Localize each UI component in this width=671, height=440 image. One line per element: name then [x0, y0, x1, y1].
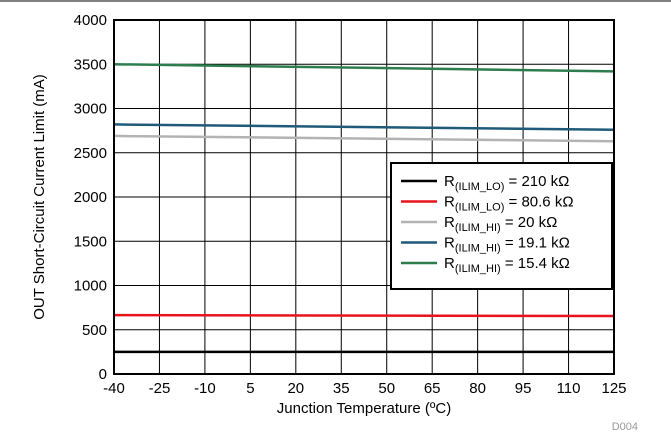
- legend: R(ILIM_LO) = 210 kΩR(ILIM_LO) = 80.6 kΩR…: [390, 162, 613, 290]
- series-line-4: [113, 123, 615, 131]
- x-tick-label: 50: [378, 380, 395, 397]
- legend-label-4: R(ILIM_HI) = 19.1 kΩ: [444, 235, 570, 255]
- y-tick-label: 3000: [74, 101, 107, 118]
- x-tick-labels: -40 -25 -10 5 20 35 50 65 80 95 110 125: [103, 380, 626, 397]
- y-tick-label: 500: [82, 322, 107, 339]
- y-tick-label: 3500: [74, 56, 107, 73]
- x-axis-title: Junction Temperature (ºC): [277, 400, 451, 417]
- x-tick-label: 125: [601, 380, 626, 397]
- legend-label-1: R(ILIM_LO) = 210 kΩ: [444, 173, 569, 193]
- series-line-3: [113, 134, 615, 143]
- series-line-2: [113, 313, 615, 318]
- x-tick-label: 5: [246, 380, 254, 397]
- x-tick-label: 65: [424, 380, 441, 397]
- x-tick-label: 95: [515, 380, 532, 397]
- legend-label-3: R(ILIM_HI) = 20 kΩ: [444, 214, 557, 234]
- legend-label-2: R(ILIM_LO) = 80.6 kΩ: [444, 194, 574, 214]
- y-axis-title: OUT Short-Circuit Current Limit (mA): [31, 74, 48, 320]
- y-tick-label: 2500: [74, 145, 107, 162]
- y-tick-label: 2000: [74, 189, 107, 206]
- y-tick-labels: 0 500 1000 1500 2000 2500 3000 3500 4000: [74, 12, 107, 383]
- x-tick-label: 20: [287, 380, 304, 397]
- series-group: [113, 63, 615, 354]
- x-tick-label: -40: [103, 380, 125, 397]
- series-line-5: [113, 63, 615, 73]
- legend-label-5: R(ILIM_HI) = 15.4 kΩ: [444, 255, 570, 275]
- y-tick-label: 4000: [74, 12, 107, 29]
- legend-box: [390, 162, 613, 290]
- plot-frame: [113, 19, 615, 375]
- x-tick-label: 110: [557, 380, 581, 397]
- y-tick-label: 1000: [74, 278, 107, 295]
- x-tick-label: -10: [194, 380, 216, 397]
- y-tick-label: 0: [99, 366, 107, 383]
- x-tick-label: -25: [149, 380, 171, 397]
- x-tick-label: 80: [469, 380, 486, 397]
- y-tick-label: 1500: [74, 233, 107, 250]
- figure-code: D004: [612, 421, 638, 433]
- x-tick-label: 35: [333, 380, 350, 397]
